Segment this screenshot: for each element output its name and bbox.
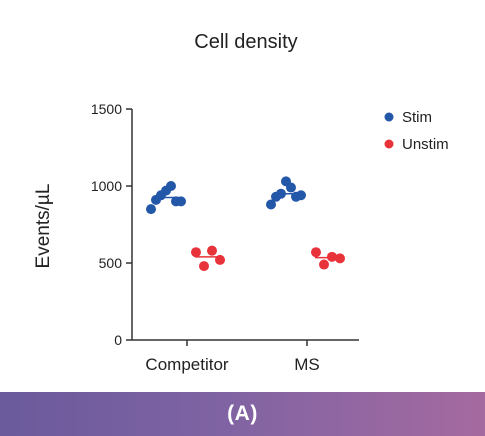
legend-marker xyxy=(384,139,394,149)
data-point xyxy=(266,199,276,210)
data-point xyxy=(146,204,156,215)
legend-marker xyxy=(384,112,394,122)
y-tick-label: 500 xyxy=(99,255,123,271)
legend-label: Unstim xyxy=(402,136,449,153)
data-point xyxy=(176,196,186,207)
data-point xyxy=(166,181,176,191)
y-tick-label: 0 xyxy=(114,332,122,348)
data-point xyxy=(286,182,296,193)
data-point xyxy=(335,253,345,264)
figure-label-banner: (A) xyxy=(0,392,485,436)
data-point xyxy=(311,247,321,258)
y-tick-label: 1000 xyxy=(91,178,122,194)
chart: Cell density Events/µL 0 500 1000 1500 Compe… xyxy=(33,31,449,374)
data-marks xyxy=(146,176,345,272)
y-tick-label: 1500 xyxy=(91,101,122,117)
data-point xyxy=(296,190,306,201)
data-point xyxy=(319,259,329,270)
chart-title: Cell density xyxy=(194,31,297,53)
data-point xyxy=(207,245,217,256)
x-tick-label: Competitor xyxy=(145,355,228,374)
x-tick-label: MS xyxy=(294,355,320,374)
legend: Stim Unstim xyxy=(384,109,449,153)
figure-label: (A) xyxy=(227,402,258,425)
data-point xyxy=(191,247,201,258)
y-axis-label: Events/µL xyxy=(33,184,54,269)
axes: 0 500 1000 1500 Competitor MS xyxy=(91,101,359,374)
legend-label: Stim xyxy=(402,109,432,126)
data-point xyxy=(327,251,337,262)
data-point xyxy=(199,261,209,272)
